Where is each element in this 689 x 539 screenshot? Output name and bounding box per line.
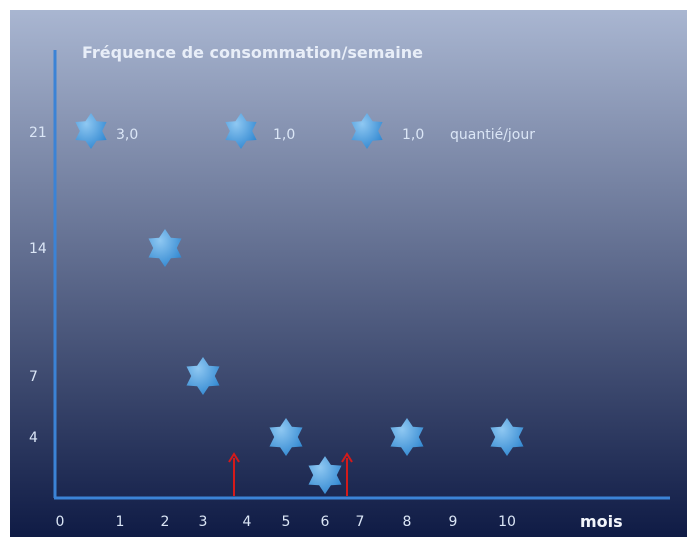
legend-value: 1,0	[273, 127, 295, 143]
data-point-star	[148, 229, 182, 267]
legend-star-icon	[351, 113, 383, 149]
legend-star-icon	[75, 113, 107, 149]
red-arrow	[228, 452, 240, 496]
arrow-head	[228, 452, 240, 463]
y-tick-label: 21	[29, 125, 47, 141]
x-tick-label: 5	[282, 514, 291, 530]
chart-background	[10, 10, 687, 537]
chart: Fréquence de consommation/semaine 3,0 1,…	[10, 10, 687, 537]
legend-value: 1,0	[402, 127, 424, 143]
y-tick-label: 4	[29, 430, 38, 446]
data-points	[148, 229, 524, 495]
arrow-markers	[228, 452, 353, 496]
legend-item-1: 1,0	[225, 113, 295, 149]
x-tick-label: 6	[321, 514, 330, 530]
x-tick-label: 2	[161, 514, 170, 530]
x-axis-ticks: 0 1 2 3 4 5 6 7 8 9 10	[56, 514, 516, 530]
red-arrow	[341, 452, 353, 496]
data-point-star	[186, 357, 220, 395]
legend-unit: quantié/jour	[450, 127, 535, 143]
y-axis-ticks: 4 7 14 21	[29, 125, 47, 446]
chart-container: Fréquence de consommation/semaine 3,0 1,…	[10, 10, 687, 537]
x-tick-label: 10	[498, 514, 516, 530]
legend-item-2: 1,0 quantié/jour	[351, 113, 535, 149]
legend: 3,0 1,0 1,0 quantié/jour	[75, 113, 535, 149]
legend-item-0: 3,0	[75, 113, 138, 149]
legend-star-icon	[225, 113, 257, 149]
x-tick-label: 4	[243, 514, 252, 530]
y-tick-label: 14	[29, 241, 47, 257]
x-tick-label: 9	[449, 514, 458, 530]
x-tick-label: 7	[356, 514, 365, 530]
data-point-star	[269, 418, 303, 456]
x-tick-label: 1	[116, 514, 125, 530]
chart-title: Fréquence de consommation/semaine	[82, 43, 423, 62]
y-tick-label: 7	[29, 369, 38, 385]
x-tick-label: 3	[199, 514, 208, 530]
x-tick-label: 8	[403, 514, 412, 530]
arrow-head	[341, 452, 353, 463]
data-point-star	[308, 456, 342, 495]
x-tick-label: 0	[56, 514, 65, 530]
data-point-star	[490, 418, 524, 456]
legend-value: 3,0	[116, 127, 138, 143]
x-axis-title: mois	[580, 512, 623, 531]
data-point-star	[390, 418, 424, 456]
